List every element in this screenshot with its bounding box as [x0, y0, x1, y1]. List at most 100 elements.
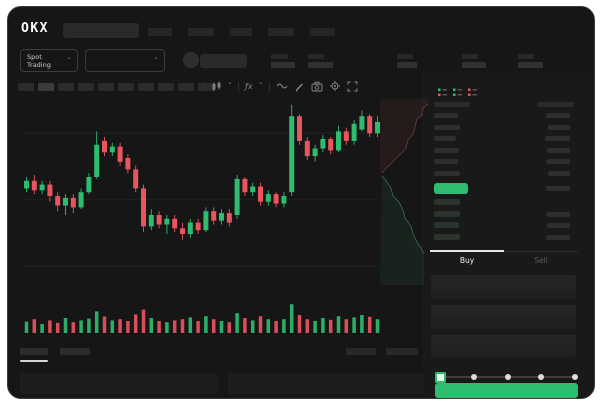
- timeframe-button[interactable]: [38, 83, 54, 91]
- settings-icon[interactable]: [329, 80, 341, 92]
- divider: [238, 81, 239, 91]
- market-type-label: Spot Trading: [27, 52, 51, 69]
- stat-group: [518, 54, 543, 68]
- depth-chart[interactable]: [380, 99, 428, 289]
- history-tab[interactable]: [60, 348, 90, 355]
- ticker-stats: [271, 54, 543, 68]
- stat-label-placeholder: [518, 54, 534, 59]
- timeframe-button[interactable]: [18, 83, 34, 91]
- bid-row-amount[interactable]: [546, 212, 570, 217]
- timeframe-button[interactable]: [178, 83, 194, 91]
- timeframe-button[interactable]: [118, 83, 134, 91]
- price-chart[interactable]: [20, 97, 380, 337]
- ask-row-amount[interactable]: [548, 171, 570, 176]
- last-price-badge[interactable]: [434, 183, 468, 194]
- bid-row-price[interactable]: [434, 199, 460, 205]
- top-nav: [148, 28, 335, 36]
- chevron-down-icon[interactable]: ˇ: [228, 82, 232, 91]
- divider: [204, 81, 205, 91]
- price-field[interactable]: [431, 275, 576, 299]
- nav-item[interactable]: [148, 28, 172, 36]
- orders-filter-button[interactable]: [386, 348, 418, 355]
- stat-label-placeholder: [271, 54, 288, 59]
- ask-row-price[interactable]: [434, 171, 460, 176]
- slider-handle[interactable]: [434, 372, 446, 383]
- stat-value-placeholder: [462, 62, 486, 68]
- slider-step-dot[interactable]: [538, 374, 545, 380]
- ask-row-amount[interactable]: [546, 159, 570, 164]
- buy-submit-button[interactable]: [435, 383, 578, 398]
- chevron-down-icon[interactable]: ˇ: [258, 82, 263, 91]
- okx-logo[interactable]: OKX: [21, 21, 49, 36]
- book-both-icon[interactable]: [437, 83, 448, 102]
- line-tool-icon[interactable]: [276, 81, 288, 91]
- ask-row-amount[interactable]: [548, 125, 570, 130]
- ask-row-price[interactable]: [434, 148, 459, 153]
- tab-buy[interactable]: Buy: [459, 256, 475, 265]
- bid-row-price[interactable]: [434, 234, 460, 240]
- price-row-amount[interactable]: [546, 186, 570, 191]
- pair-selector-dropdown[interactable]: ˇ: [85, 49, 165, 72]
- ask-row-price[interactable]: [434, 125, 460, 130]
- bid-row-amount[interactable]: [547, 223, 570, 228]
- orders-table-placeholder: [20, 373, 218, 394]
- divider: [268, 81, 270, 91]
- chevron-down-icon: ˇ: [154, 56, 158, 66]
- stat-value-placeholder: [271, 62, 295, 68]
- tab-sell[interactable]: Sell: [534, 256, 548, 265]
- chart-type-icon[interactable]: [211, 81, 222, 92]
- orders-filter-button[interactable]: [346, 348, 376, 355]
- pair-logo-avatar[interactable]: [183, 52, 199, 68]
- ask-row-price[interactable]: [434, 113, 458, 118]
- timeframe-button[interactable]: [198, 83, 214, 91]
- timeframe-button[interactable]: [98, 83, 114, 91]
- stat-group: [308, 54, 333, 68]
- book-bids-only-icon[interactable]: [452, 83, 463, 102]
- search-input[interactable]: [63, 23, 139, 38]
- orders-tab[interactable]: [20, 348, 48, 355]
- stat-group: [271, 54, 295, 68]
- slider-step-dot[interactable]: [504, 374, 511, 380]
- indicators-icon[interactable]: ƒx: [245, 81, 253, 91]
- total-field[interactable]: [431, 335, 576, 357]
- ask-row-amount[interactable]: [547, 148, 570, 153]
- nav-item[interactable]: [230, 28, 252, 36]
- ask-row-amount[interactable]: [546, 113, 570, 118]
- pair-name-placeholder[interactable]: [200, 54, 247, 68]
- stat-group: [462, 54, 486, 68]
- active-tab-underline: [430, 250, 504, 252]
- amount-field[interactable]: [431, 305, 576, 329]
- timeframe-button[interactable]: [58, 83, 74, 91]
- ask-row-price[interactable]: [434, 136, 456, 141]
- fullscreen-icon[interactable]: [347, 81, 358, 92]
- bid-row-price[interactable]: [434, 222, 459, 228]
- stat-value-placeholder: [518, 62, 543, 68]
- bid-row-amount[interactable]: [546, 235, 570, 240]
- ask-row-price[interactable]: [434, 159, 458, 164]
- draw-tool-icon[interactable]: [294, 81, 305, 92]
- screenshot-icon[interactable]: [311, 81, 323, 92]
- slider-step-dot[interactable]: [470, 374, 477, 380]
- orderbook-header-amount[interactable]: [537, 102, 574, 107]
- book-asks-only-icon[interactable]: [467, 83, 478, 102]
- orderbook-layout-switcher: [437, 83, 478, 102]
- orderbook-header-price[interactable]: [434, 102, 470, 107]
- timeframe-button[interactable]: [158, 83, 174, 91]
- bid-row-price[interactable]: [434, 211, 460, 217]
- chevron-down-icon: ˇ: [67, 56, 71, 66]
- tab-divider: [430, 251, 578, 252]
- slider-step-dot[interactable]: [572, 374, 578, 380]
- timeframe-toolbar: [18, 83, 214, 91]
- chart-tools: ˇ ƒx ˇ: [204, 79, 358, 93]
- orders-tab-underline: [20, 360, 48, 362]
- nav-item[interactable]: [310, 28, 335, 36]
- ask-row-amount[interactable]: [545, 136, 570, 141]
- market-type-dropdown[interactable]: Spot Trading ˇ: [20, 49, 78, 72]
- nav-item[interactable]: [268, 28, 294, 36]
- stat-label-placeholder: [308, 54, 324, 59]
- timeframe-button[interactable]: [78, 83, 94, 91]
- timeframe-button[interactable]: [138, 83, 154, 91]
- stat-value-placeholder: [397, 62, 417, 68]
- nav-item[interactable]: [188, 28, 214, 36]
